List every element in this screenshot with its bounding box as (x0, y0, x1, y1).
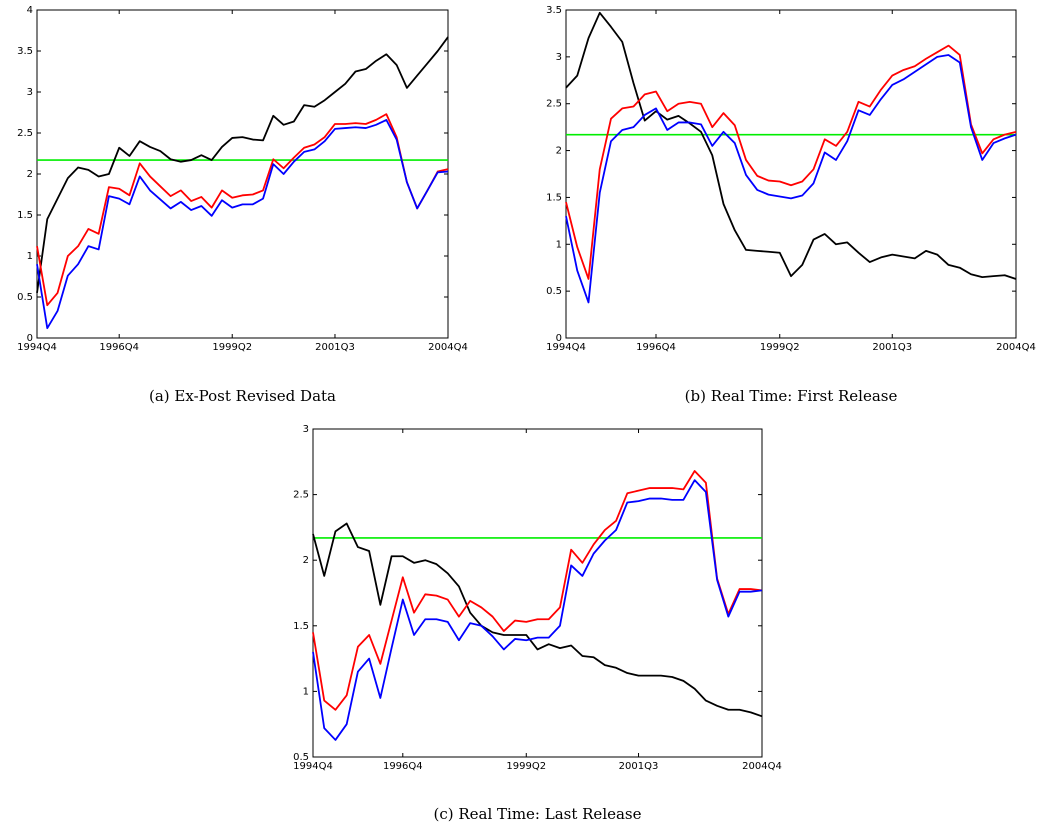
x-tick-label: 1999Q2 (506, 761, 546, 772)
y-tick-label: 1 (556, 239, 562, 250)
series-line (36, 113, 449, 307)
series-line (36, 36, 449, 294)
x-tick-label: 2004Q4 (428, 342, 468, 353)
x-tick-label: 2001Q3 (872, 342, 912, 353)
x-tick-label: 2004Q4 (996, 342, 1036, 353)
series-line (565, 44, 1017, 280)
series-line (36, 118, 449, 330)
x-tick-label: 1996Q4 (636, 342, 676, 353)
series-line (565, 11, 1017, 280)
y-tick-label: 1 (303, 686, 309, 697)
series-line (312, 522, 763, 718)
y-tick-label: 2.5 (546, 99, 562, 110)
y-tick-label: 0 (556, 333, 562, 344)
y-tick-label: 3.5 (17, 46, 33, 57)
series-line (312, 470, 763, 711)
y-tick-label: 2 (303, 555, 309, 566)
y-tick-label: 0.5 (546, 286, 562, 297)
y-tick-label: 3.5 (546, 5, 562, 16)
y-tick-label: 1.5 (293, 621, 309, 632)
caption: (c) Real Time: Last Release (433, 805, 641, 823)
x-tick-label: 1999Q2 (760, 342, 800, 353)
y-tick-label: 0.5 (17, 292, 33, 303)
y-tick-label: 1 (27, 251, 33, 262)
y-tick-label: 2 (556, 146, 562, 157)
y-tick-label: 3 (27, 87, 33, 98)
y-tick-label: 0 (27, 333, 33, 344)
caption: (a) Ex-Post Revised Data (149, 387, 336, 405)
x-tick-label: 2001Q3 (619, 761, 659, 772)
x-tick-label: 1994Q4 (546, 342, 586, 353)
x-tick-label: 1996Q4 (99, 342, 139, 353)
y-tick-label: 3 (556, 52, 562, 63)
plot-frame (312, 428, 763, 758)
series-line (312, 479, 763, 741)
y-tick-label: 2.5 (17, 128, 33, 139)
y-tick-label: 1.5 (546, 192, 562, 203)
x-tick-label: 2004Q4 (742, 761, 782, 772)
x-tick-label: 1999Q2 (212, 342, 252, 353)
y-tick-label: 2 (27, 169, 33, 180)
caption: (b) Real Time: First Release (685, 387, 898, 405)
plot-frame (36, 9, 449, 339)
x-tick-label: 1994Q4 (293, 761, 333, 772)
x-tick-label: 1996Q4 (383, 761, 423, 772)
x-tick-label: 2001Q3 (315, 342, 355, 353)
x-tick-label: 1994Q4 (17, 342, 57, 353)
y-tick-label: 1.5 (17, 210, 33, 221)
y-tick-label: 2.5 (293, 490, 309, 501)
y-tick-label: 4 (27, 5, 33, 16)
y-tick-label: 0.5 (293, 752, 309, 763)
plot-frame (565, 9, 1017, 339)
series-line (565, 54, 1017, 304)
y-tick-label: 3 (303, 424, 309, 435)
